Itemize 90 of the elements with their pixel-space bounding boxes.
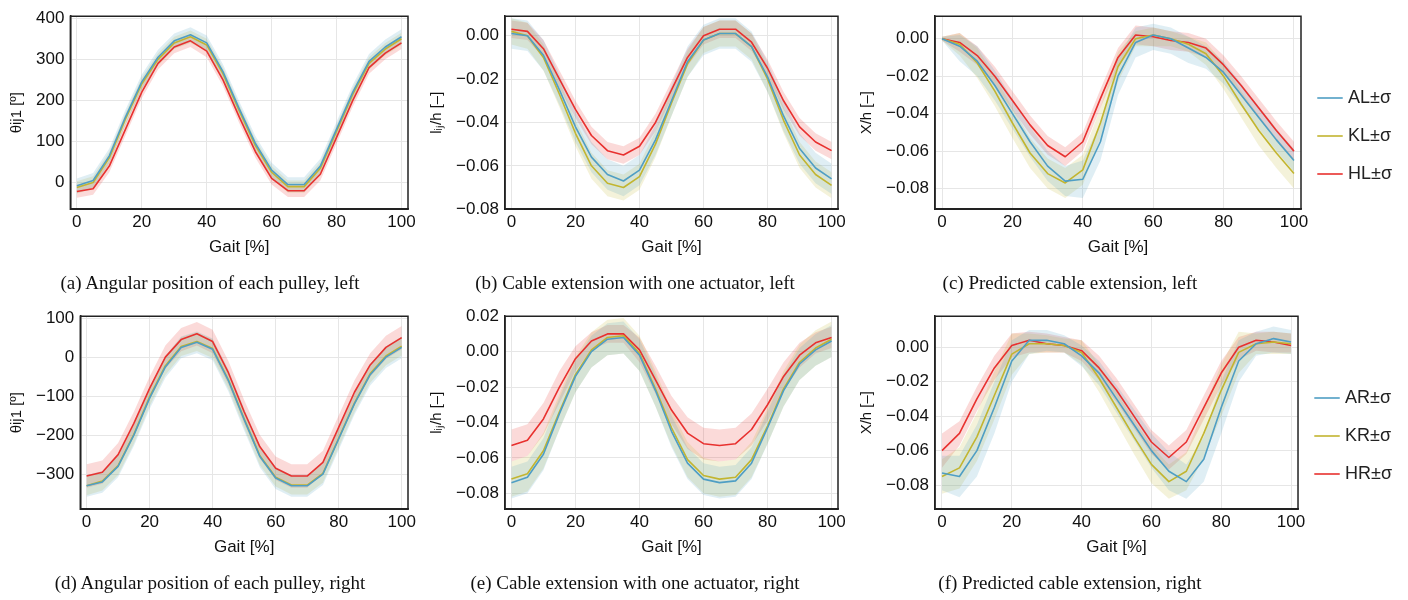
legend-label: KL±σ	[1348, 124, 1392, 145]
y-tick-label: −0.06	[456, 155, 500, 175]
x-axis-title: Gait [%]	[213, 537, 275, 557]
x-tick-label: 40	[197, 212, 217, 232]
x-tick-label: 60	[1143, 212, 1163, 232]
legend-label: AL±σ	[1348, 86, 1392, 107]
y-tick-label: 0.00	[465, 341, 500, 361]
y-tick-label: 0.00	[465, 25, 500, 45]
x-tick-label: 40	[1073, 212, 1093, 232]
y-tick-label: 0.02	[465, 305, 500, 325]
x-tick-label: 80	[329, 512, 349, 532]
y-tick-label: −0.06	[886, 440, 930, 460]
x-tick-label: 20	[140, 512, 160, 532]
x-tick-label: 80	[1214, 212, 1234, 232]
x-tick-label: 100	[1279, 212, 1309, 232]
x-axis-title: Gait [%]	[641, 237, 702, 257]
text: (d) Angular position of each pulley, right	[53, 572, 367, 594]
y-tick-label: −300	[35, 463, 75, 483]
text: (c) Predicted cable extension, left	[941, 272, 1199, 294]
text: (f) Predicted cable extension, right	[937, 572, 1203, 594]
y-tick-label: 300	[35, 49, 65, 68]
y-tick-label: −0.04	[886, 405, 930, 425]
legend-label: HR±σ	[1345, 462, 1393, 483]
legend-label: HL±σ	[1348, 162, 1392, 183]
text: (e) Cable extension with one actuator, right	[469, 572, 801, 594]
y-tick-label: −0.02	[456, 68, 500, 88]
x-tick-label: 20	[565, 512, 585, 532]
y-tick-label: 0	[64, 346, 75, 366]
y-tick-label: −0.02	[886, 371, 930, 391]
x-tick-label: 60	[262, 212, 282, 232]
x-tick-label: 20	[132, 212, 152, 232]
y-tick-label: 0.00	[895, 336, 930, 356]
y-tick-label: 100	[45, 307, 75, 327]
y-tick-label: −0.04	[456, 112, 500, 132]
x-tick-label: 40	[1072, 512, 1092, 532]
y-tick-label: −0.04	[886, 103, 930, 123]
x-axis-title: Gait [%]	[1086, 537, 1147, 557]
x-tick-label: 100	[387, 512, 416, 532]
x-tick-label: 20	[1002, 512, 1022, 532]
y-tick-label: −100	[35, 385, 75, 405]
x-axis-title: Gait [%]	[208, 237, 270, 257]
y-tick-label: −200	[35, 424, 75, 444]
y-axis-title: X/h [–]	[857, 391, 875, 435]
y-tick-label: −0.08	[456, 482, 500, 502]
x-tick-label: 60	[1141, 512, 1161, 532]
x-tick-label: 0	[506, 512, 517, 532]
y-tick-label: −0.02	[456, 376, 500, 396]
y-axis-title: lᵢⱼ/h [–]	[427, 91, 446, 134]
y-tick-label: −0.08	[886, 178, 930, 198]
y-tick-label: −0.06	[886, 140, 930, 160]
y-axis-title: θij1 [º]	[7, 392, 25, 434]
x-tick-label: 0	[937, 512, 947, 532]
x-tick-label: 60	[694, 212, 713, 232]
y-tick-label: 100	[35, 131, 65, 151]
x-tick-label: 40	[203, 512, 223, 532]
x-tick-label: 100	[817, 212, 846, 232]
x-tick-label: 20	[565, 212, 585, 232]
y-tick-label: 200	[35, 90, 65, 110]
legend-label: KR±σ	[1345, 424, 1392, 445]
y-tick-label: 0	[54, 172, 65, 192]
y-tick-label: 400	[35, 7, 65, 27]
x-tick-label: 40	[630, 512, 649, 532]
text: (b) Cable extension with one actuator, left	[474, 272, 796, 294]
y-tick-label: −0.04	[456, 412, 500, 432]
y-tick-label: −0.06	[456, 447, 500, 467]
x-tick-label: 20	[1002, 212, 1022, 232]
y-axis-title: lᵢⱼ/h [–]	[427, 391, 446, 434]
legend-label: AR±σ	[1345, 386, 1392, 407]
x-tick-label: 60	[694, 512, 713, 532]
x-tick-label: 0	[937, 212, 947, 232]
x-axis-title: Gait [%]	[1087, 237, 1149, 257]
y-axis-title: θij1 [º]	[7, 92, 25, 134]
y-tick-label: 0.00	[895, 28, 930, 48]
y-tick-label: −0.02	[886, 65, 930, 85]
x-tick-label: 0	[506, 212, 517, 232]
text: (a) Angular position of each pulley, left	[59, 272, 361, 294]
x-tick-label: 80	[758, 212, 778, 232]
x-tick-label: 40	[630, 212, 649, 232]
x-axis-title: Gait [%]	[641, 537, 702, 557]
x-tick-label: 80	[758, 512, 778, 532]
y-tick-label: −0.08	[456, 198, 500, 218]
y-axis-title: X/h [–]	[857, 91, 875, 135]
x-tick-label: 80	[1211, 512, 1231, 532]
x-tick-label: 60	[266, 512, 286, 532]
y-tick-label: −0.08	[886, 474, 930, 494]
x-tick-label: 100	[817, 512, 846, 532]
x-tick-label: 100	[387, 212, 416, 232]
x-tick-label: 100	[1276, 512, 1306, 532]
x-tick-label: 0	[81, 512, 92, 532]
x-tick-label: 80	[327, 212, 347, 232]
